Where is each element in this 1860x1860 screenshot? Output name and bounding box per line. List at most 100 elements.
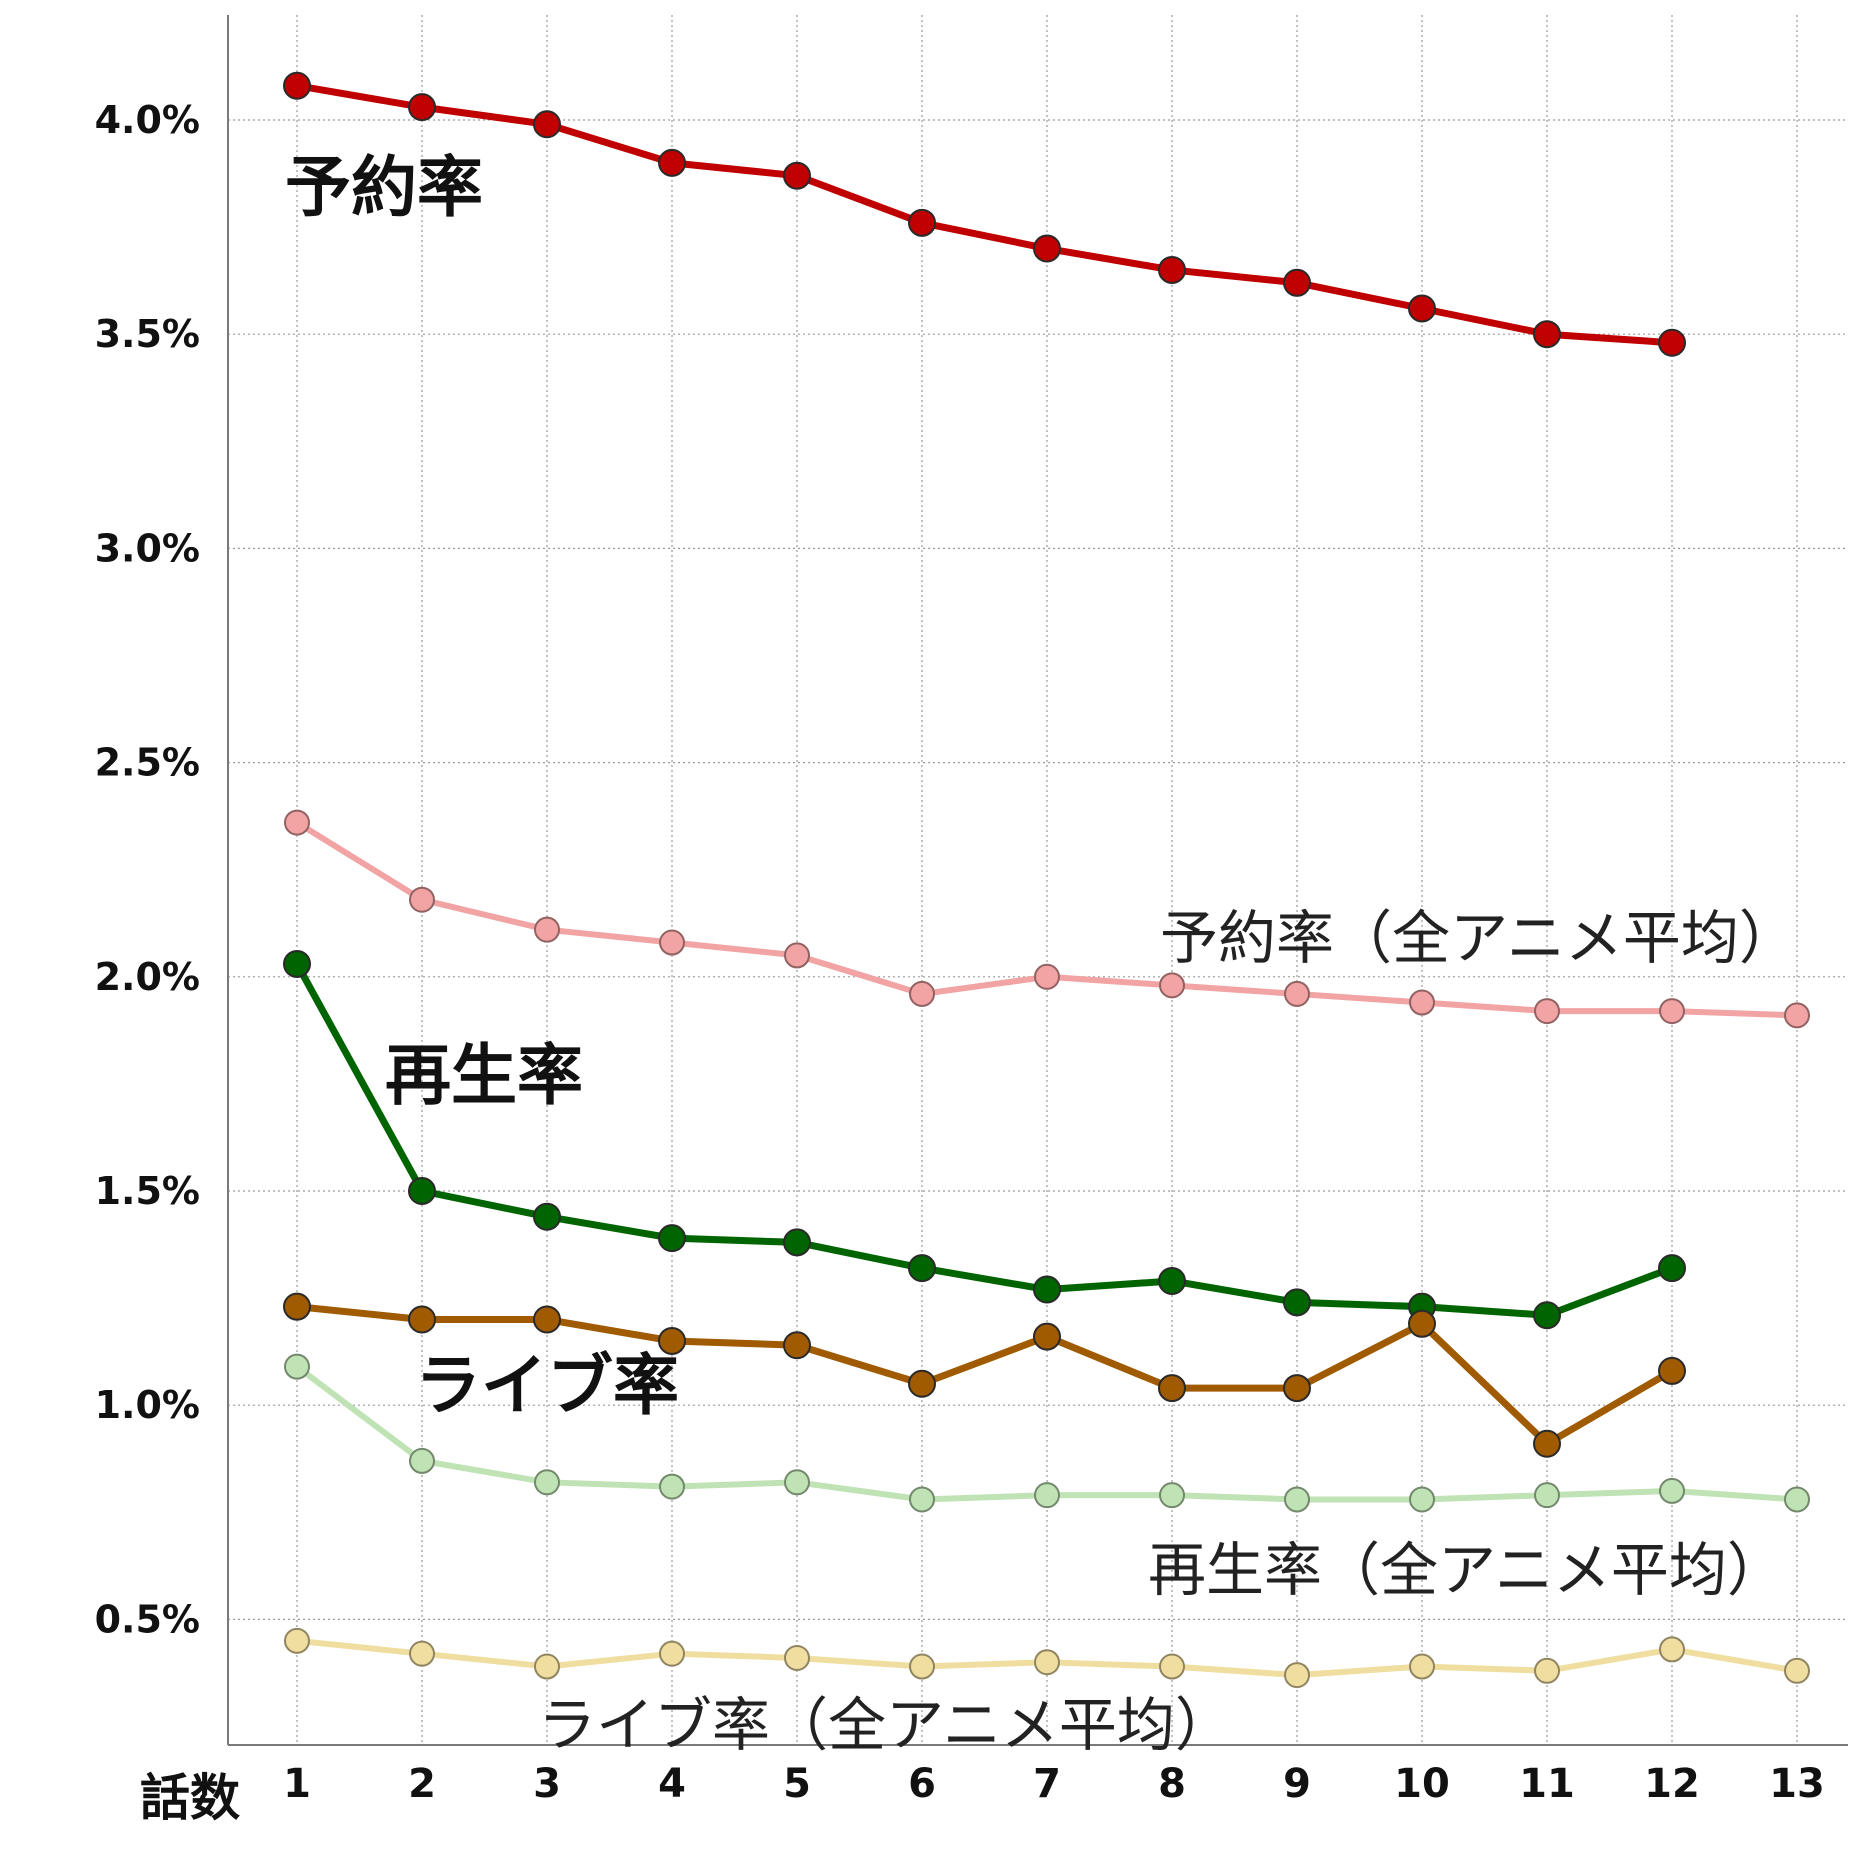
x-tick-label: 6 <box>908 1761 936 1807</box>
data-point <box>283 1292 311 1321</box>
data-point <box>1658 1356 1686 1385</box>
data-point <box>283 71 311 100</box>
axes <box>227 15 1848 1746</box>
data-point <box>1034 1649 1060 1676</box>
gridlines <box>228 15 1848 1745</box>
x-tick-label: 13 <box>1769 1761 1825 1807</box>
data-point <box>659 1473 685 1500</box>
data-point <box>1159 1482 1185 1509</box>
data-point <box>658 1326 686 1355</box>
y-tick-label: 1.0% <box>95 1383 200 1427</box>
data-point <box>284 1353 310 1380</box>
y-tick-labels: 0.5% 1.0% 1.5% 2.0% 2.5% 3.0% 3.5% 4.0% <box>95 98 200 1641</box>
x-tick-label: 8 <box>1158 1761 1186 1807</box>
data-point <box>409 1447 435 1474</box>
data-point <box>1283 1374 1311 1403</box>
data-point <box>1033 1322 1061 1351</box>
data-point <box>408 93 436 122</box>
data-point <box>658 1224 686 1253</box>
data-point <box>784 1644 810 1671</box>
series-1 <box>284 809 1810 1029</box>
x-axis-label: 話数 <box>140 1769 240 1827</box>
data-point <box>1533 320 1561 349</box>
series-label: 再生率 <box>385 1037 583 1114</box>
data-point <box>1534 1482 1560 1509</box>
data-point <box>659 929 685 956</box>
data-point <box>1659 1477 1685 1504</box>
data-point <box>909 1486 935 1513</box>
data-point <box>534 1469 560 1496</box>
data-point <box>1658 1254 1686 1283</box>
x-tick-label: 2 <box>408 1761 436 1807</box>
data-point <box>1284 980 1310 1007</box>
data-point <box>908 1369 936 1398</box>
data-point <box>534 1653 560 1680</box>
x-tick-labels: 1 2 3 4 5 6 7 8 9 10 11 12 13 <box>283 1761 1825 1807</box>
y-tick-label: 4.0% <box>95 98 200 142</box>
data-point <box>1534 1657 1560 1684</box>
data-point <box>283 949 311 978</box>
series-5 <box>284 1627 1810 1689</box>
data-point <box>1034 963 1060 990</box>
data-point <box>1784 1657 1810 1684</box>
x-tick-label: 12 <box>1644 1761 1700 1807</box>
series-label: 予約率 <box>285 149 483 226</box>
data-point <box>1159 972 1185 999</box>
data-point <box>1784 1002 1810 1029</box>
data-point <box>1534 998 1560 1025</box>
series-4 <box>284 1353 1810 1513</box>
data-point <box>1659 1636 1685 1663</box>
data-point <box>783 1331 811 1360</box>
data-point <box>1533 1301 1561 1330</box>
x-tick-label: 5 <box>783 1761 811 1807</box>
data-point <box>533 110 561 139</box>
data-point <box>1409 1486 1435 1513</box>
y-tick-label: 0.5% <box>95 1597 200 1641</box>
data-point <box>408 1305 436 1334</box>
data-point <box>284 809 310 836</box>
series-line <box>296 1303 1674 1448</box>
data-point <box>409 1640 435 1667</box>
data-point <box>409 886 435 913</box>
data-point <box>1158 1374 1186 1403</box>
series-3 <box>283 1292 1686 1458</box>
data-point <box>783 1228 811 1257</box>
data-point <box>1408 294 1436 323</box>
data-point <box>908 1254 936 1283</box>
x-tick-label: 10 <box>1394 1761 1450 1807</box>
x-tick-label: 1 <box>283 1761 311 1807</box>
data-point <box>1784 1486 1810 1513</box>
series-line <box>296 82 1673 347</box>
y-tick-label: 2.0% <box>95 955 200 999</box>
data-point <box>1283 1288 1311 1317</box>
series-label: ライブ率（全アニメ平均） <box>538 1691 1233 1759</box>
data-point <box>1408 1309 1436 1338</box>
x-tick-label: 7 <box>1033 1761 1061 1807</box>
data-point <box>1658 328 1686 357</box>
data-point <box>1284 1486 1310 1513</box>
data-point <box>909 1653 935 1680</box>
series-label: 再生率（全アニメ平均） <box>1148 1536 1785 1604</box>
data-point <box>534 916 560 943</box>
data-point <box>1159 1653 1185 1680</box>
data-point <box>658 148 686 177</box>
x-tick-label: 11 <box>1519 1761 1575 1807</box>
series-line <box>293 962 1674 1319</box>
x-tick-label: 3 <box>533 1761 561 1807</box>
data-point <box>1409 1653 1435 1680</box>
data-point <box>533 1202 561 1231</box>
x-tick-label: 9 <box>1283 1761 1311 1807</box>
data-point <box>1033 234 1061 263</box>
data-point <box>1533 1429 1561 1458</box>
data-point <box>284 1627 310 1654</box>
data-point <box>1284 1662 1310 1689</box>
y-tick-label: 3.5% <box>95 312 200 356</box>
data-point <box>784 1469 810 1496</box>
data-point <box>1033 1275 1061 1304</box>
data-point <box>784 942 810 969</box>
data-point <box>1659 998 1685 1025</box>
data-point <box>783 161 811 190</box>
data-point <box>909 980 935 1007</box>
